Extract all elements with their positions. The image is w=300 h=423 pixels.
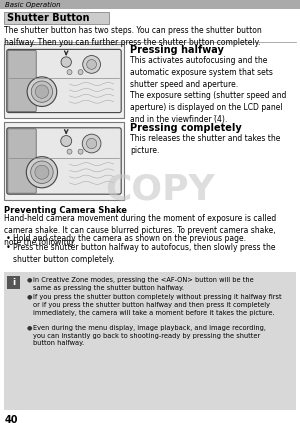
Circle shape [67,149,72,154]
Circle shape [26,157,58,188]
Text: •: • [6,234,11,243]
Circle shape [82,134,101,153]
Bar [7,276,20,289]
Text: 40: 40 [5,415,19,423]
Circle shape [67,70,72,74]
FancyBboxPatch shape [7,49,121,113]
Text: Basic Operation: Basic Operation [5,1,61,8]
Circle shape [87,60,97,69]
Bar [4,272,296,410]
Circle shape [35,85,49,98]
Text: •: • [6,243,11,252]
Circle shape [86,138,97,148]
Text: This activates autofocusing and the
automatic exposure system that sets
shutter : This activates autofocusing and the auto… [130,56,286,124]
Circle shape [31,81,52,102]
Text: This releases the shutter and takes the
picture.: This releases the shutter and takes the … [130,134,280,155]
Circle shape [31,161,53,184]
Text: Preventing Camera Shake: Preventing Camera Shake [4,206,127,215]
Text: COPY: COPY [105,173,215,207]
FancyBboxPatch shape [8,50,36,112]
Bar [4,44,124,118]
FancyBboxPatch shape [7,128,121,194]
Circle shape [35,165,49,179]
Bar [4,122,124,200]
Circle shape [27,77,57,107]
Text: ●: ● [27,325,32,330]
Text: Even during the menu display, image playback, and image recording,
you can insta: Even during the menu display, image play… [33,325,266,346]
Bar [0,0,300,9]
Text: ●: ● [27,294,32,299]
Text: Hand-held camera movement during the moment of exposure is called
camera shake. : Hand-held camera movement during the mom… [4,214,276,247]
Text: i: i [12,278,15,287]
Circle shape [78,70,83,74]
Circle shape [78,149,83,154]
Text: If you press the shutter button completely without pressing it halfway first
or : If you press the shutter button complete… [33,294,282,316]
Text: In Creative Zone modes, pressing the <AF-ON> button will be the
same as pressing: In Creative Zone modes, pressing the <AF… [33,277,254,291]
Text: The shutter button has two steps. You can press the shutter button
halfway. Then: The shutter button has two steps. You ca… [4,26,262,47]
Text: Pressing completely: Pressing completely [130,123,242,133]
Text: ●: ● [27,277,32,282]
Text: Press the shutter button halfway to autofocus, then slowly press the
shutter but: Press the shutter button halfway to auto… [13,243,275,264]
FancyBboxPatch shape [8,129,36,193]
Text: Hold and steady the camera as shown on the previous page.: Hold and steady the camera as shown on t… [13,234,246,243]
Circle shape [61,57,71,67]
Text: Pressing halfway: Pressing halfway [130,45,224,55]
Bar [4,12,109,24]
Circle shape [83,55,101,73]
Circle shape [61,136,72,146]
Text: Shutter Button: Shutter Button [7,13,89,23]
